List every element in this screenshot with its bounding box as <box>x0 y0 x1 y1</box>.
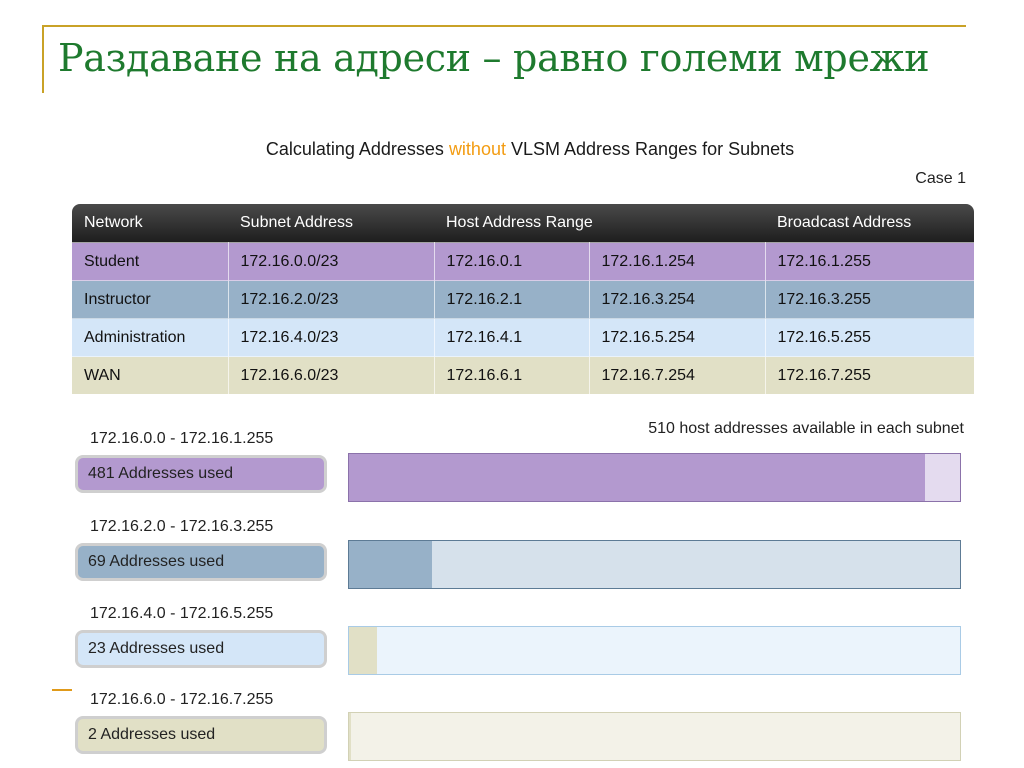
cell-last-host: 172.16.1.254 <box>589 242 766 281</box>
case-label: Case 1 <box>915 170 966 187</box>
header-network: Network <box>72 204 228 243</box>
header-broadcast-address: Broadcast Address <box>765 204 974 243</box>
available-addresses-note: 510 host addresses available in each sub… <box>648 420 964 437</box>
figure-title-end: VLSM Address Ranges for Subnets <box>505 139 795 159</box>
table-row: Student 172.16.0.0/23 172.16.0.1 172.16.… <box>72 242 974 281</box>
subnet-range-label: 172.16.0.0 - 172.16.1.255 <box>90 430 274 447</box>
header-subnet-address: Subnet Address <box>228 204 434 243</box>
cell-network: WAN <box>72 356 229 394</box>
usage-bar-fill <box>349 627 377 674</box>
cell-last-host: 172.16.3.254 <box>589 280 766 319</box>
cell-first-host: 172.16.0.1 <box>434 242 590 281</box>
cell-network: Instructor <box>72 280 229 319</box>
usage-bar-fill <box>349 541 432 588</box>
header-host-address-range: Host Address Range <box>434 204 765 243</box>
usage-bar-fill <box>349 454 926 501</box>
addresses-used-badge: 2 Addresses used <box>75 716 327 754</box>
usage-bar <box>348 712 961 761</box>
cell-last-host: 172.16.5.254 <box>589 318 766 357</box>
figure-title-start: Calculating Addresses <box>265 139 449 159</box>
usage-bar <box>348 626 961 675</box>
cell-subnet-address: 172.16.6.0/23 <box>228 356 435 394</box>
table-header-row: Network Subnet Address Host Address Rang… <box>72 204 974 243</box>
cell-first-host: 172.16.4.1 <box>434 318 590 357</box>
table-row: Instructor 172.16.2.0/23 172.16.2.1 172.… <box>72 280 974 319</box>
addresses-used-badge: 481 Addresses used <box>75 455 327 493</box>
address-table: Network Subnet Address Host Address Rang… <box>72 204 974 394</box>
subnet-range-label: 172.16.2.0 - 172.16.3.255 <box>90 518 274 535</box>
cell-broadcast-address: 172.16.7.255 <box>765 356 974 394</box>
subnet-range-label: 172.16.4.0 - 172.16.5.255 <box>90 605 274 622</box>
usage-bar <box>348 540 961 589</box>
addresses-used-badge: 23 Addresses used <box>75 630 327 668</box>
cell-network: Administration <box>72 318 229 357</box>
cell-first-host: 172.16.2.1 <box>434 280 590 319</box>
title-rule-top <box>42 25 966 27</box>
figure-title: Calculating Addresses without VLSM Addre… <box>0 139 1024 160</box>
cell-subnet-address: 172.16.2.0/23 <box>228 280 435 319</box>
cell-first-host: 172.16.6.1 <box>434 356 590 394</box>
table-row: Administration 172.16.4.0/23 172.16.4.1 … <box>72 318 974 357</box>
cell-broadcast-address: 172.16.3.255 <box>765 280 974 319</box>
addresses-used-badge: 69 Addresses used <box>75 543 327 581</box>
bullet-dash <box>52 689 72 691</box>
cell-broadcast-address: 172.16.1.255 <box>765 242 974 281</box>
cell-subnet-address: 172.16.0.0/23 <box>228 242 435 281</box>
cell-broadcast-address: 172.16.5.255 <box>765 318 974 357</box>
slide-title: Раздаване на адреси – равно големи мрежи <box>58 36 930 80</box>
cell-network: Student <box>72 242 229 281</box>
cell-last-host: 172.16.7.254 <box>589 356 766 394</box>
subnet-range-label: 172.16.6.0 - 172.16.7.255 <box>90 691 274 708</box>
usage-bar <box>348 453 961 502</box>
table-row: WAN 172.16.6.0/23 172.16.6.1 172.16.7.25… <box>72 356 974 394</box>
title-rule-left <box>42 25 44 93</box>
cell-subnet-address: 172.16.4.0/23 <box>228 318 435 357</box>
usage-bar-fill <box>349 713 352 760</box>
figure-title-highlight: without <box>448 139 506 159</box>
